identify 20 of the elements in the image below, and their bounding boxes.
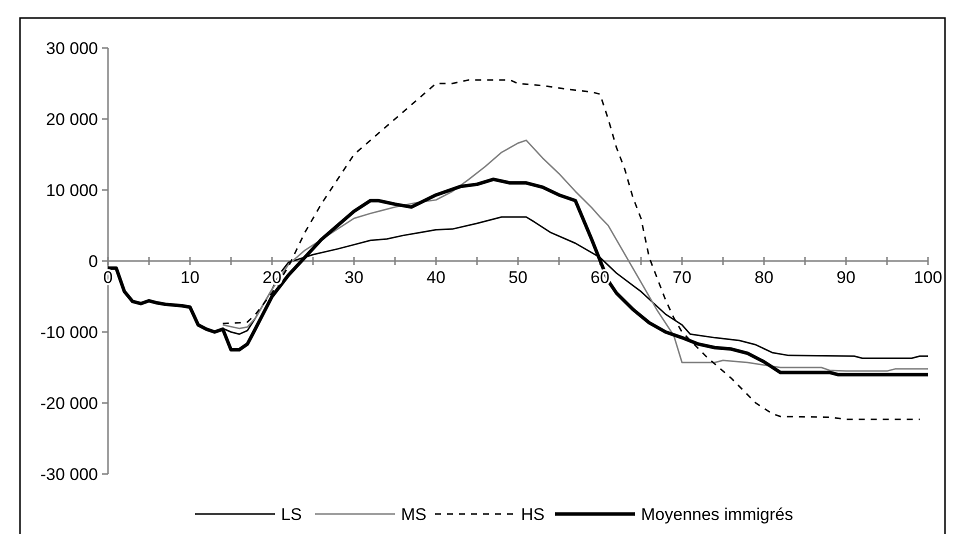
x-tick-label: 0 <box>103 268 113 287</box>
y-tick-label: -30 000 <box>40 464 98 484</box>
y-tick-label: 0 <box>88 252 98 271</box>
x-tick-label: 30 <box>344 268 364 287</box>
y-tick-label: -20 000 <box>40 394 98 413</box>
x-tick-label: 80 <box>754 268 774 287</box>
y-tick-label: 30 000 <box>46 38 98 58</box>
legend-label: Moyennes immigrés <box>641 504 794 524</box>
x-tick-label: 90 <box>836 268 856 287</box>
x-tick-label: 70 <box>672 268 692 287</box>
y-tick-label: -10 000 <box>40 322 98 342</box>
y-tick-label: 10 000 <box>46 180 98 200</box>
legend-label: MS <box>401 504 426 524</box>
x-tick-label: 50 <box>508 268 528 287</box>
x-tick-label: 10 <box>180 268 200 287</box>
y-tick-label: 20 000 <box>46 110 98 129</box>
legend-label: HS <box>521 504 545 524</box>
x-tick-label: 40 <box>426 268 446 287</box>
legend-label: LS <box>281 504 302 524</box>
x-tick-label: 100 <box>914 268 942 287</box>
